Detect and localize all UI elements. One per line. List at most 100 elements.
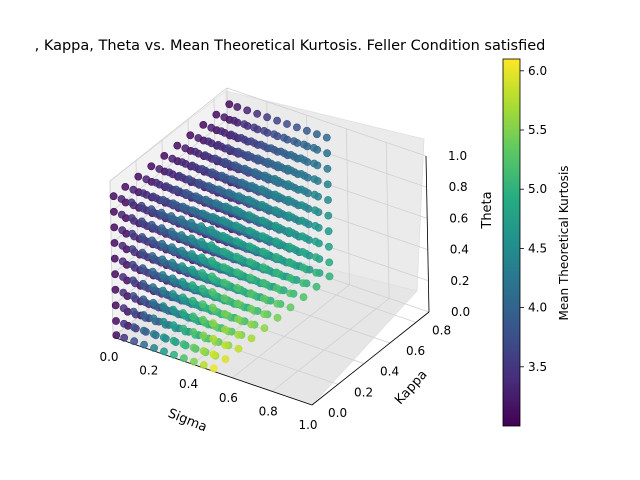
data-point: [160, 347, 168, 356]
data-point: [259, 247, 267, 256]
y-tick-label: 0.0: [328, 406, 347, 420]
data-point: [286, 150, 295, 159]
data-point: [271, 206, 280, 214]
z-tick-label: 0.4: [450, 243, 469, 257]
data-point: [220, 113, 229, 122]
data-point: [311, 237, 320, 246]
grid-line: [192, 270, 310, 365]
data-point: [157, 208, 166, 217]
data-point: [233, 315, 242, 323]
data-point: [219, 263, 228, 271]
data-point: [168, 290, 177, 298]
data-point: [273, 299, 282, 308]
data-point: [323, 149, 331, 158]
data-point: [159, 302, 168, 311]
data-point: [209, 334, 218, 343]
data-point: [111, 301, 120, 310]
data-point: [302, 126, 311, 135]
data-point: [244, 195, 253, 204]
data-point: [250, 123, 258, 132]
data-point: [322, 133, 331, 142]
data-point: [286, 303, 295, 312]
data-point: [299, 279, 308, 287]
data-point: [134, 172, 143, 181]
data-point: [284, 180, 292, 189]
data-point: [169, 199, 177, 208]
data-point: [209, 350, 218, 359]
data-point: [247, 137, 255, 146]
data-point: [231, 205, 240, 214]
data-point: [260, 126, 268, 135]
data-point: [298, 247, 307, 256]
data-point: [188, 281, 197, 290]
data-point: [139, 311, 148, 319]
data-point: [237, 133, 245, 142]
z-tick-label: 0.2: [450, 274, 469, 288]
data-point: [148, 267, 157, 276]
colorbar: 3.5 4.0 4.5 5.0 5.5 6.0 Mean Theoretical Kurt…: [502, 58, 571, 427]
data-point: [221, 341, 230, 349]
data-point: [173, 141, 182, 150]
x-tick-label: 0.4: [179, 377, 198, 391]
data-point: [182, 188, 190, 197]
data-point: [148, 236, 156, 245]
data-point: [311, 221, 320, 230]
data-point: [273, 116, 281, 125]
data-point: [247, 334, 256, 343]
z-tick-label: 0.8: [449, 180, 468, 194]
data-point: [220, 278, 228, 287]
y-tick-label: 0.6: [406, 344, 425, 358]
data-point: [273, 161, 282, 170]
data-point: [285, 227, 293, 235]
data-points: [109, 100, 334, 373]
data-point: [159, 333, 168, 342]
data-point: [111, 270, 119, 279]
data-point: [247, 320, 256, 329]
data-point: [270, 174, 279, 183]
data-point: [158, 271, 167, 279]
data-point: [158, 239, 166, 248]
data-point: [137, 217, 146, 226]
data-point: [167, 212, 176, 220]
data-point: [211, 154, 219, 163]
data-point: [260, 324, 269, 332]
data-point: [237, 178, 246, 187]
data-point: [311, 206, 319, 215]
data-point: [194, 134, 203, 142]
data-point: [198, 284, 207, 293]
data-point: [186, 131, 195, 140]
data-point: [197, 222, 206, 231]
data-point: [298, 216, 306, 225]
data-point: [232, 221, 240, 230]
data-point: [155, 165, 164, 173]
colorbar-label: Mean Theoretical Kurtosis: [557, 165, 571, 320]
data-point: [120, 319, 128, 328]
data-point: [128, 260, 137, 269]
data-point: [149, 192, 158, 201]
z-axis-label: Theta: [480, 191, 495, 229]
data-point: [234, 147, 242, 156]
data-point: [119, 288, 128, 297]
data-point: [309, 143, 318, 152]
grid-line: [109, 87, 228, 182]
y-tick-label: 0.8: [432, 323, 451, 337]
data-point: [188, 161, 197, 170]
data-point: [178, 262, 186, 271]
data-point: [129, 323, 138, 332]
data-point: [272, 252, 281, 261]
data-point: [208, 272, 216, 281]
data-point: [325, 258, 334, 267]
data-point: [258, 232, 267, 240]
data-point: [129, 185, 138, 194]
data-point: [214, 140, 223, 149]
data-point: [243, 106, 252, 115]
data-point: [218, 171, 226, 180]
data-point: [139, 279, 147, 288]
data-point: [139, 189, 148, 197]
data-point: [207, 241, 216, 250]
colorbar-tick-label: 5.0: [528, 182, 547, 196]
data-point: [188, 206, 197, 214]
data-point: [177, 215, 186, 224]
data-point: [279, 133, 288, 142]
